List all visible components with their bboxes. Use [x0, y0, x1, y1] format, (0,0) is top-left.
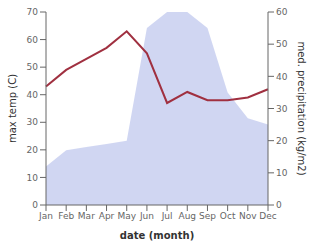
svg-text:med. precipitation (kg/m2): med. precipitation (kg/m2)	[296, 41, 307, 175]
svg-text:40: 40	[276, 72, 288, 82]
svg-text:May: May	[117, 211, 136, 221]
svg-text:Feb: Feb	[58, 211, 74, 221]
svg-text:70: 70	[27, 7, 39, 17]
svg-text:60: 60	[276, 7, 288, 17]
svg-text:Sep: Sep	[199, 211, 216, 221]
svg-text:60: 60	[27, 35, 39, 45]
svg-text:date (month): date (month)	[120, 230, 194, 241]
svg-text:0: 0	[276, 200, 282, 210]
svg-text:0: 0	[32, 200, 38, 210]
svg-text:Dec: Dec	[259, 211, 276, 221]
svg-text:Mar: Mar	[78, 211, 95, 221]
svg-text:Jul: Jul	[161, 211, 173, 221]
svg-text:30: 30	[27, 117, 39, 127]
svg-text:50: 50	[27, 62, 39, 72]
svg-text:10: 10	[27, 173, 39, 183]
svg-text:max temp (C): max temp (C)	[8, 74, 18, 143]
svg-text:20: 20	[27, 145, 39, 155]
svg-text:Jan: Jan	[38, 211, 53, 221]
svg-text:10: 10	[276, 168, 288, 178]
svg-text:40: 40	[27, 90, 39, 100]
svg-text:30: 30	[276, 104, 288, 114]
svg-text:Jun: Jun	[139, 211, 154, 221]
svg-text:Oct: Oct	[220, 211, 236, 221]
svg-text:50: 50	[276, 39, 288, 49]
svg-text:Nov: Nov	[239, 211, 257, 221]
svg-text:Aug: Aug	[178, 211, 196, 221]
svg-text:20: 20	[276, 136, 288, 146]
svg-text:Apr: Apr	[99, 211, 115, 221]
